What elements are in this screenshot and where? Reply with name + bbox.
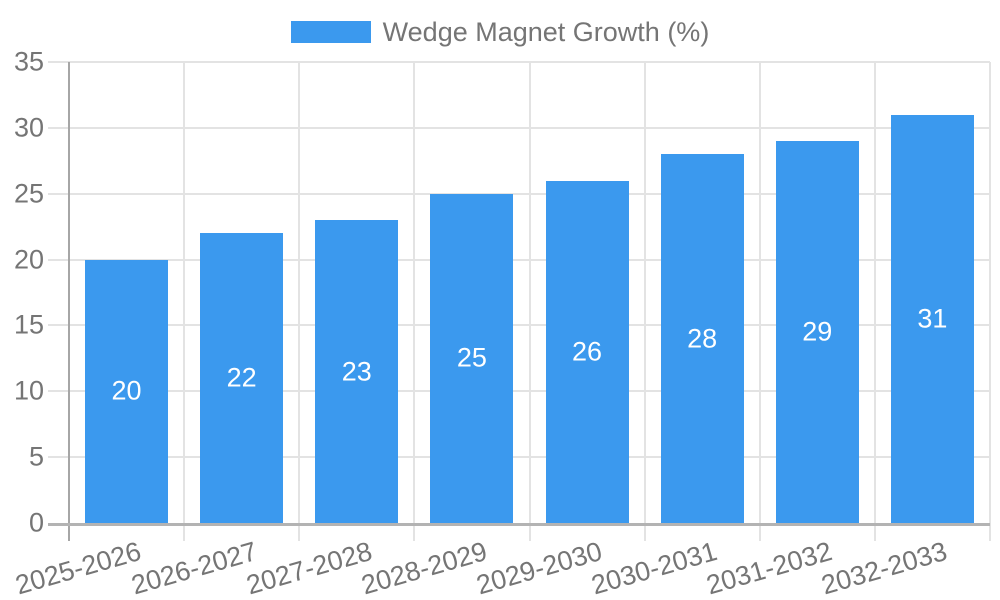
- gridline-vertical: [528, 62, 531, 541]
- y-axis-tick-label: 35: [13, 46, 44, 77]
- y-axis-tick-label: 15: [13, 309, 44, 340]
- bar: [200, 233, 284, 523]
- bar-value-label: 20: [111, 375, 142, 406]
- y-axis-tick-label: 5: [28, 441, 44, 472]
- y-axis-line: [68, 62, 70, 541]
- bar: [315, 220, 399, 523]
- gridline-horizontal: [48, 61, 990, 63]
- bar-value-label: 31: [917, 303, 948, 334]
- x-axis-tick-label: 2030-2031: [588, 536, 721, 600]
- gridline-vertical: [298, 62, 301, 541]
- gridline-vertical: [873, 62, 876, 541]
- bar: [545, 180, 629, 523]
- bar: [775, 141, 859, 523]
- x-axis-tick-label: 2026-2027: [127, 536, 260, 600]
- bar-value-label: 29: [802, 316, 833, 347]
- gridline-horizontal: [48, 258, 990, 261]
- bar-value-label: 23: [341, 356, 372, 387]
- x-axis-tick-label: 2029-2030: [472, 536, 606, 600]
- gridline-horizontal: [48, 324, 990, 327]
- x-axis-tick-label: 2028-2029: [357, 536, 491, 600]
- x-axis-tick-label: 2031-2032: [703, 536, 836, 600]
- bar-value-label: 28: [687, 323, 718, 354]
- gridline-horizontal: [48, 192, 990, 195]
- gridline-horizontal: [48, 456, 990, 459]
- gridline-vertical: [183, 62, 186, 541]
- chart-legend: Wedge Magnet Growth (%): [0, 14, 1000, 50]
- bar: [890, 114, 974, 523]
- y-axis-tick-label: 30: [13, 112, 44, 143]
- legend-label: Wedge Magnet Growth (%): [382, 16, 710, 47]
- y-axis-tick-label: 10: [13, 375, 44, 406]
- bar: [430, 193, 514, 523]
- bar: [85, 259, 169, 523]
- gridline-horizontal: [48, 390, 990, 393]
- y-axis-tick-label: 20: [13, 244, 44, 275]
- gridline-vertical: [758, 62, 761, 541]
- bar: [660, 154, 744, 523]
- bar-value-label: 22: [226, 362, 257, 393]
- gridline-vertical: [989, 62, 991, 541]
- x-axis-tick-label: 2032-2033: [818, 536, 951, 600]
- bar-value-label: 26: [572, 336, 603, 367]
- y-axis-tick-label: 0: [28, 507, 44, 538]
- gridline-vertical: [643, 62, 646, 541]
- y-axis-tick-label: 25: [13, 178, 44, 209]
- gridline-horizontal: [48, 126, 990, 129]
- gridline-vertical: [413, 62, 416, 541]
- x-axis-tick-label: 2025-2026: [12, 536, 145, 600]
- x-axis-tick-label: 2027-2028: [242, 536, 376, 600]
- bar-value-label: 25: [456, 342, 487, 373]
- x-axis-line: [48, 523, 990, 526]
- legend-swatch: [290, 21, 371, 43]
